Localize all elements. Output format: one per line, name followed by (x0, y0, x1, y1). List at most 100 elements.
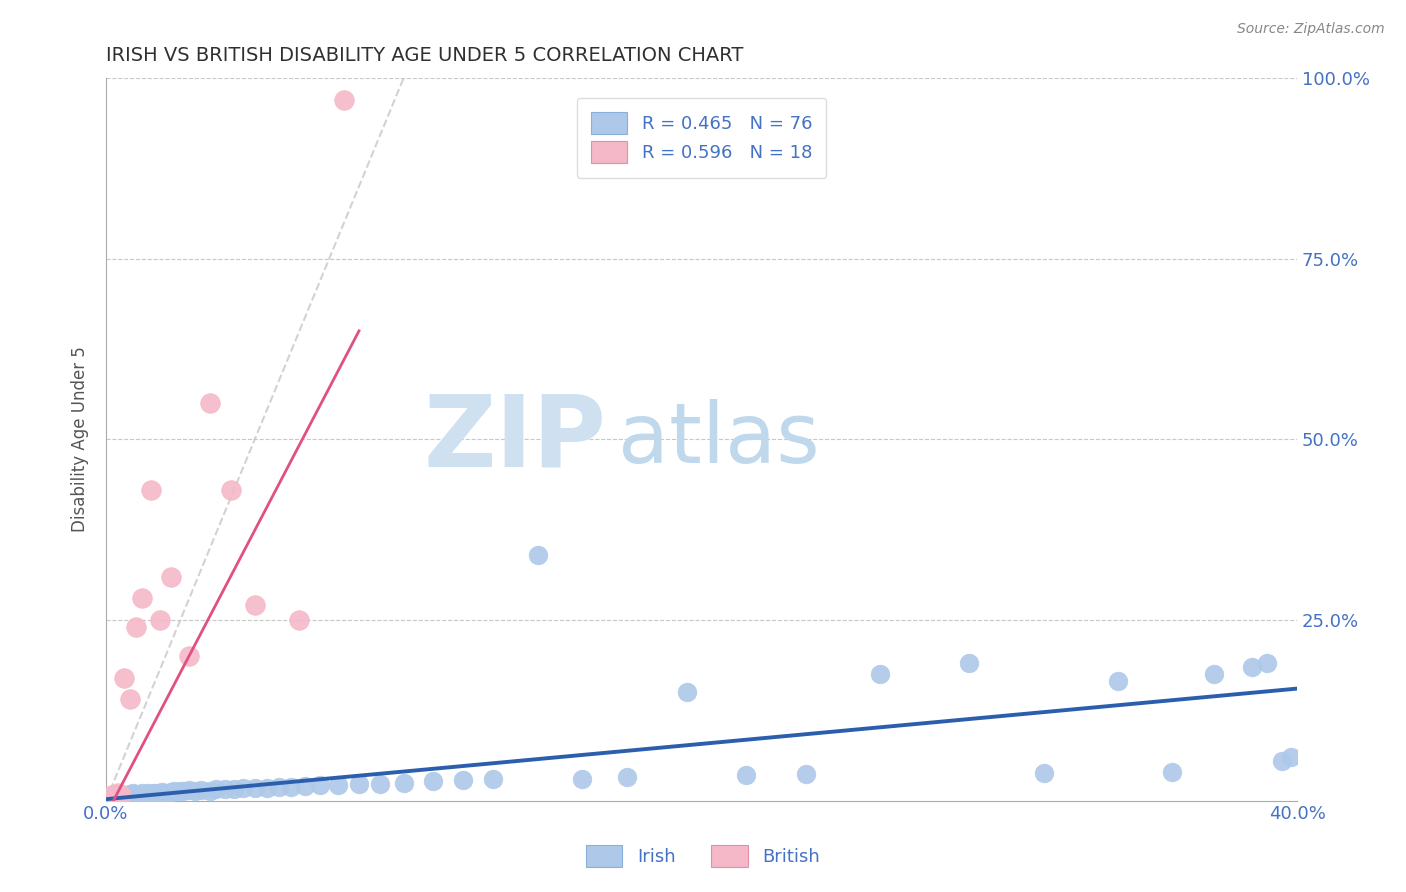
Point (136, 786, 159, 800)
Point (294, 779, 316, 793)
Point (1161, 764, 1184, 779)
Point (118, 787, 141, 801)
Point (347, 777, 370, 791)
Point (288, 613, 311, 627)
Point (735, 768, 758, 782)
Point (139, 483, 162, 497)
Point (131, 788, 153, 802)
Point (110, 789, 132, 803)
Point (184, 783, 207, 797)
Point (328, 778, 350, 792)
Point (616, 770, 638, 784)
Point (112, 790, 135, 805)
Point (571, 772, 593, 786)
Text: IRISH VS BRITISH DISABILITY AGE UNDER 5 CORRELATION CHART: IRISH VS BRITISH DISABILITY AGE UNDER 5 … (105, 46, 744, 65)
Point (148, 786, 170, 800)
Point (131, 786, 153, 800)
Point (110, 787, 132, 801)
Point (97, 790, 120, 805)
Point (179, 649, 201, 664)
Point (392, 775, 415, 789)
Point (128, 789, 150, 803)
Point (112, 671, 135, 685)
Point (198, 396, 221, 410)
Point (243, 599, 266, 613)
Text: Source: ZipAtlas.com: Source: ZipAtlas.com (1237, 22, 1385, 37)
Point (169, 784, 191, 798)
Point (267, 780, 290, 794)
Point (232, 781, 254, 796)
Point (219, 483, 242, 497)
Point (280, 780, 302, 794)
Point (148, 613, 170, 627)
Point (115, 790, 138, 805)
Point (121, 789, 143, 804)
Point (155, 786, 177, 800)
Point (1107, 674, 1129, 689)
Point (125, 620, 148, 634)
Point (107, 788, 129, 802)
Point (101, 790, 124, 805)
Point (160, 569, 183, 583)
Point (121, 786, 143, 800)
Point (107, 789, 129, 804)
Point (134, 787, 156, 801)
Point (101, 788, 124, 802)
Point (125, 789, 148, 804)
Point (118, 789, 141, 804)
Legend: R = 0.465   N = 76, R = 0.596   N = 18: R = 0.465 N = 76, R = 0.596 N = 18 (576, 98, 827, 178)
Point (118, 692, 141, 706)
Point (163, 784, 186, 798)
Point (97, 790, 120, 805)
Point (112, 788, 135, 802)
Point (110, 788, 132, 802)
Text: atlas: atlas (619, 399, 820, 480)
Point (131, 591, 153, 606)
Point (101, 789, 124, 804)
Point (422, 774, 444, 789)
Point (152, 785, 174, 799)
Point (214, 782, 236, 797)
Point (97, 789, 120, 803)
Point (110, 790, 132, 805)
Point (104, 790, 127, 805)
Point (104, 789, 127, 803)
Point (451, 773, 474, 788)
Point (115, 788, 138, 802)
Point (256, 780, 278, 795)
Point (526, 548, 548, 562)
Point (160, 785, 183, 799)
Text: ZIP: ZIP (423, 391, 606, 488)
Point (1271, 754, 1294, 768)
Point (179, 782, 201, 797)
Point (959, 657, 981, 671)
Point (675, 685, 697, 699)
Point (101, 788, 124, 802)
Point (104, 787, 127, 801)
Legend: Irish, British: Irish, British (579, 838, 827, 874)
Point (222, 782, 245, 797)
Point (1202, 667, 1225, 681)
Point (139, 787, 162, 801)
Point (309, 779, 332, 793)
Point (107, 790, 129, 805)
Point (869, 667, 891, 681)
Point (333, 93, 356, 107)
Y-axis label: Disability Age Under 5: Disability Age Under 5 (72, 346, 89, 533)
Point (1279, 750, 1302, 764)
Point (1256, 657, 1278, 671)
Point (190, 782, 212, 797)
Point (794, 767, 817, 781)
Point (104, 789, 127, 804)
Point (198, 783, 221, 797)
Point (142, 786, 165, 800)
Point (368, 777, 391, 791)
Point (145, 786, 167, 800)
Point (107, 786, 129, 800)
Point (1241, 660, 1264, 674)
Point (1032, 766, 1054, 780)
Point (205, 782, 228, 797)
Point (482, 772, 505, 786)
Point (125, 787, 148, 801)
Point (243, 780, 266, 795)
